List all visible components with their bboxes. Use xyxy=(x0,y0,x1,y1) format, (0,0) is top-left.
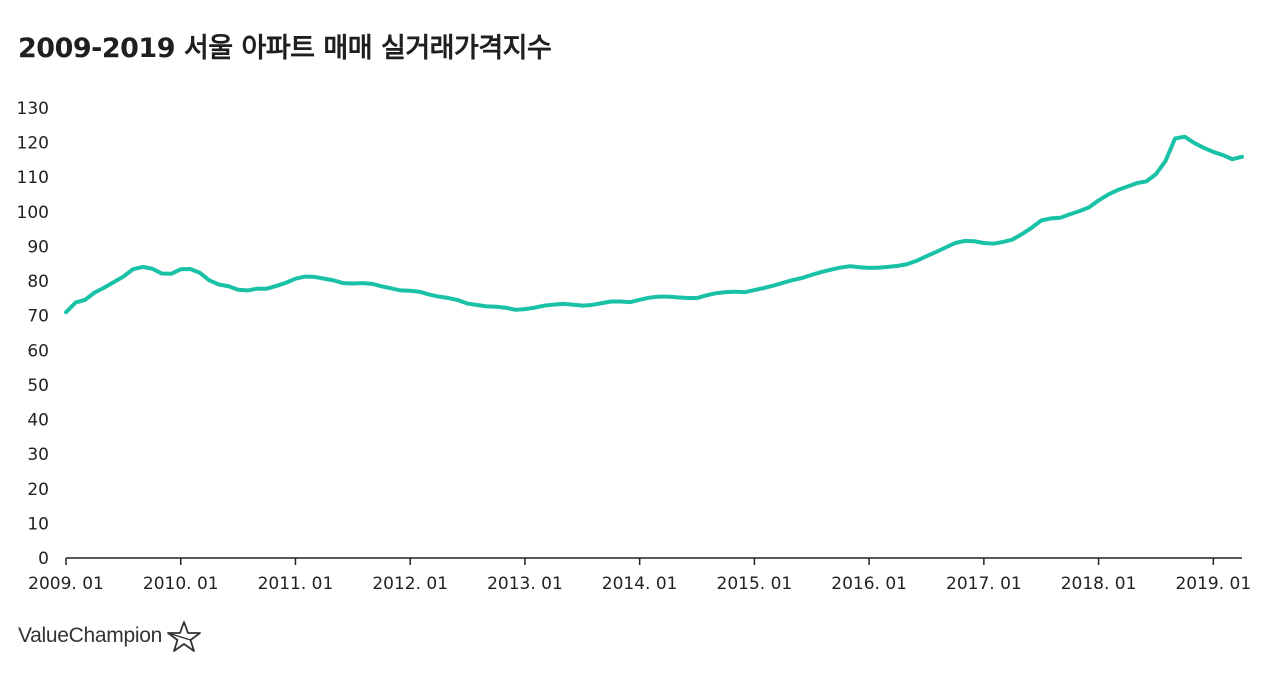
y-tick-label: 80 xyxy=(27,272,49,292)
x-tick-label: 2011. 01 xyxy=(258,574,334,594)
y-tick-label: 40 xyxy=(27,411,49,431)
brand-name: ValueChampion xyxy=(18,624,162,647)
y-tick-label: 10 xyxy=(27,514,49,534)
brand-logo: ValueChampion xyxy=(18,620,202,652)
y-tick-label: 0 xyxy=(38,549,49,569)
x-tick-label: 2016. 01 xyxy=(831,574,907,594)
x-tick-label: 2013. 01 xyxy=(487,574,563,594)
x-tick-label: 2014. 01 xyxy=(602,574,678,594)
y-tick-label: 60 xyxy=(27,341,49,361)
series-line xyxy=(64,134,1244,315)
y-tick-label: 90 xyxy=(27,237,49,257)
x-tick-label: 2017. 01 xyxy=(946,574,1022,594)
y-tick-label: 20 xyxy=(27,480,49,500)
x-tick-label: 2009. 01 xyxy=(28,574,104,594)
y-tick-label: 120 xyxy=(17,134,49,154)
y-tick-label: 110 xyxy=(17,168,49,188)
x-tick-label: 2010. 01 xyxy=(143,574,219,594)
y-tick-label: 30 xyxy=(27,445,49,465)
x-axis-ticks: 2009. 01 2010. 01 2011. 01 2012. 01 2013. 01… xyxy=(28,558,1251,594)
x-tick-label: 2018. 01 xyxy=(1061,574,1137,594)
chart-title: 2009-2019 서울 아파트 매매 실거래가격지수 xyxy=(18,33,552,64)
y-tick-label: 50 xyxy=(27,376,49,396)
y-tick-label: 70 xyxy=(27,307,49,327)
y-axis-ticks: 0 10 20 30 40 50 60 70 80 90 100 110 120 130 xyxy=(17,99,49,569)
y-tick-label: 130 xyxy=(17,99,49,119)
y-tick-label: 100 xyxy=(17,203,49,223)
star-icon xyxy=(167,621,201,652)
x-tick-label: 2012. 01 xyxy=(372,574,448,594)
x-tick-label: 2019. 01 xyxy=(1175,574,1251,594)
x-tick-label: 2015. 01 xyxy=(717,574,793,594)
